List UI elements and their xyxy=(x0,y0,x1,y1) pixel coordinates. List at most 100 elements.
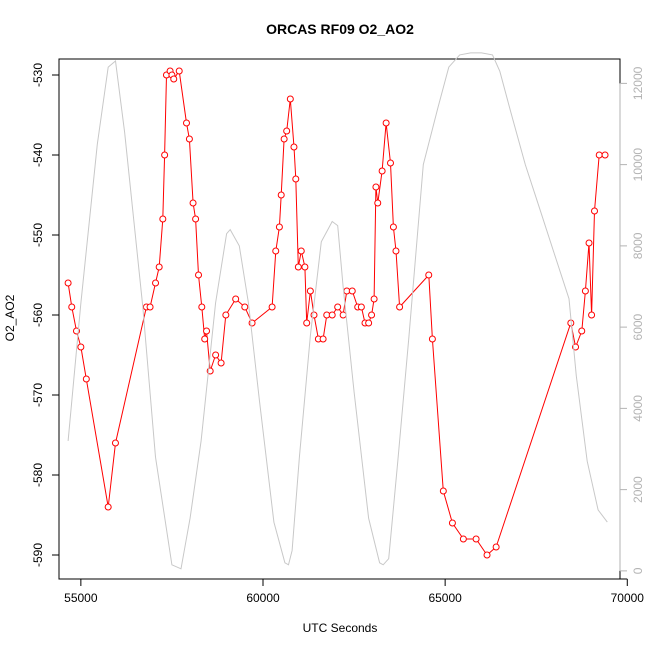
data-point xyxy=(217,359,225,367)
y-tick-label: -530 xyxy=(31,63,45,87)
data-point xyxy=(392,247,400,255)
data-point xyxy=(161,151,169,159)
data-point xyxy=(357,303,365,311)
data-point xyxy=(374,199,382,207)
data-point xyxy=(280,135,288,143)
data-point xyxy=(283,127,291,135)
data-point xyxy=(155,263,163,271)
data-point xyxy=(201,335,209,343)
data-point xyxy=(368,311,376,319)
data-point xyxy=(159,215,167,223)
data-point xyxy=(111,439,119,447)
data-point xyxy=(272,247,280,255)
data-point xyxy=(372,183,380,191)
data-point xyxy=(198,303,206,311)
data-point xyxy=(492,543,500,551)
data-point xyxy=(382,119,390,127)
data-point xyxy=(585,239,593,247)
y2-tick-label: 8000 xyxy=(631,232,645,259)
data-point xyxy=(152,279,160,287)
data-point xyxy=(319,335,327,343)
y-axis-label: O2_AO2 xyxy=(3,294,17,341)
data-point xyxy=(303,319,311,327)
data-point xyxy=(286,95,294,103)
y-tick-label: -570 xyxy=(31,383,45,407)
data-point xyxy=(328,311,336,319)
y2-tick-label: 4000 xyxy=(631,395,645,422)
data-point xyxy=(268,303,276,311)
x-tick-label: 65000 xyxy=(428,591,462,605)
x-tick-label: 60000 xyxy=(246,591,280,605)
data-point xyxy=(290,143,298,151)
data-point xyxy=(387,159,394,167)
data-point xyxy=(378,167,386,175)
data-point xyxy=(334,303,342,311)
data-point xyxy=(370,295,378,303)
data-point xyxy=(396,303,404,311)
data-point xyxy=(301,263,309,271)
data-point xyxy=(483,551,491,559)
data-point xyxy=(195,271,203,279)
x-tick-label: 55000 xyxy=(64,591,98,605)
data-point xyxy=(591,207,598,215)
y-tick-label: -580 xyxy=(31,463,45,487)
primary-series-line xyxy=(67,69,606,556)
data-point xyxy=(277,191,285,199)
data-point xyxy=(104,503,112,511)
data-point xyxy=(183,119,190,127)
y-tick-label: -550 xyxy=(31,223,45,247)
data-point xyxy=(189,199,197,207)
y2-tick-label: 10000 xyxy=(631,148,645,182)
chart-title: ORCAS RF09 O2_AO2 xyxy=(266,21,414,37)
data-point xyxy=(294,263,302,271)
data-point xyxy=(428,335,436,343)
data-point xyxy=(306,287,314,295)
data-point xyxy=(77,343,85,351)
y-tick-label: -560 xyxy=(31,303,45,327)
data-point xyxy=(581,287,589,295)
data-point xyxy=(170,75,178,83)
y2-tick-label: 2000 xyxy=(631,476,645,503)
data-point xyxy=(595,151,603,159)
y-tick-label: -590 xyxy=(31,543,45,567)
data-point xyxy=(601,151,609,159)
data-point xyxy=(222,311,230,319)
data-point xyxy=(310,311,318,319)
data-point xyxy=(82,375,90,383)
data-point xyxy=(439,487,447,495)
y2-tick-label: 0 xyxy=(631,567,645,574)
data-point xyxy=(588,311,596,319)
data-point xyxy=(365,319,373,327)
secondary-series-line xyxy=(67,52,608,570)
data-point xyxy=(339,311,347,319)
series-layer xyxy=(64,52,609,570)
data-point xyxy=(146,303,154,311)
data-point xyxy=(64,279,72,287)
data-point xyxy=(459,535,467,543)
axes: 55000 60000 65000 70000-530-540-550-560-570… xyxy=(31,63,645,605)
y2-tick-label: 6000 xyxy=(631,313,645,340)
data-point xyxy=(578,327,586,335)
data-point xyxy=(232,295,240,303)
data-point xyxy=(292,175,300,183)
y-tick-label: -540 xyxy=(31,143,45,167)
x-axis-label: UTC Seconds xyxy=(303,621,378,635)
data-point xyxy=(297,247,305,255)
data-point xyxy=(448,519,456,527)
data-point xyxy=(241,303,249,311)
plot-border xyxy=(58,58,621,580)
data-point xyxy=(185,135,193,143)
data-point xyxy=(275,223,283,231)
data-point xyxy=(348,287,356,295)
y2-tick-label: 12000 xyxy=(631,66,645,100)
data-point xyxy=(68,303,76,311)
data-point xyxy=(425,271,433,279)
x-tick-label: 70000 xyxy=(611,591,645,605)
data-point xyxy=(212,351,220,359)
data-point xyxy=(175,67,183,75)
data-point xyxy=(389,223,397,231)
data-point xyxy=(203,327,211,335)
data-point xyxy=(192,215,200,223)
